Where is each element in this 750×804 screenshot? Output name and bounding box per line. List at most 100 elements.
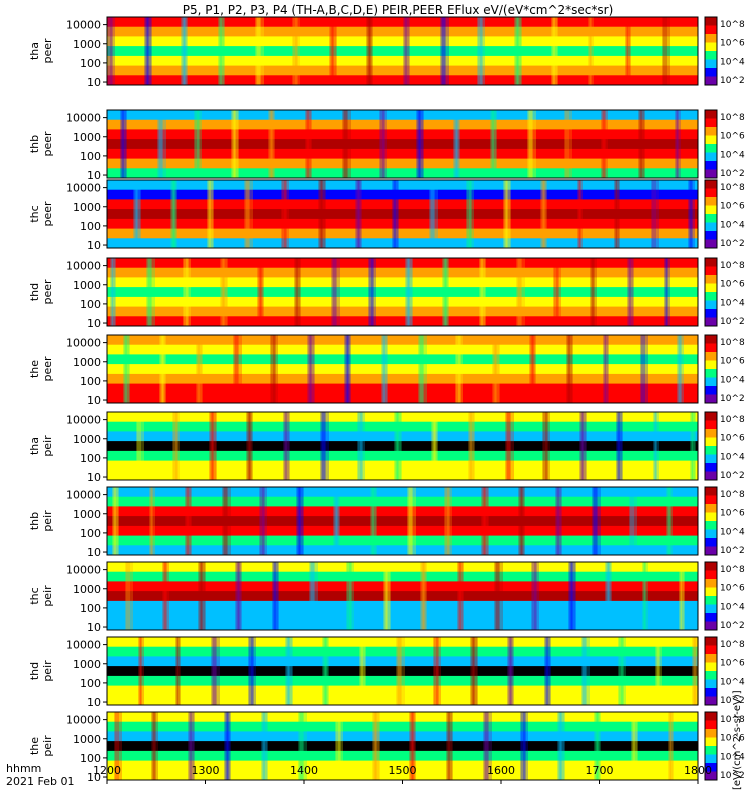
- spectrogram-texture: [615, 180, 617, 248]
- colorbar-tick-label: 10^8: [720, 715, 745, 725]
- spectrogram-texture: [582, 637, 584, 705]
- spectrogram-texture: [670, 712, 674, 780]
- spectrogram-texture: [271, 335, 275, 403]
- spectrogram-texture: [555, 487, 558, 555]
- panel-label-line: tha: [28, 42, 41, 60]
- colorbar-frame: [704, 711, 718, 781]
- spectrogram-texture: [157, 110, 162, 178]
- spectrogram-texture: [218, 17, 221, 85]
- spectrogram-texture: [668, 487, 671, 555]
- spectrogram-texture: [247, 412, 250, 480]
- spectrogram-texture: [583, 637, 587, 705]
- spectrogram-texture: [616, 412, 622, 480]
- spectrogram-texture: [433, 637, 435, 705]
- spectrogram-texture: [385, 562, 388, 630]
- panel-frame: [106, 109, 699, 179]
- colorbar-segment: [705, 662, 717, 672]
- panel-label-line: peir: [41, 435, 54, 457]
- colorbar-segment: [705, 300, 717, 310]
- spectrogram-texture: [516, 17, 519, 85]
- spectrogram-texture: [431, 412, 437, 480]
- colorbar-segment: [705, 42, 717, 52]
- spectrogram-texture: [147, 17, 152, 85]
- colorbar-segment: [705, 696, 717, 706]
- spectrogram-texture: [115, 712, 119, 780]
- spectrogram-texture: [368, 17, 373, 85]
- panel-label-line: tha: [28, 437, 41, 455]
- spectrogram-band: [107, 646, 698, 657]
- spectrogram-panel: 10 100 1000 10000 thd peir 10^8 10^6 10^4 10^2: [28, 636, 745, 709]
- spectrogram-band: [107, 168, 698, 179]
- spectrogram-band: [107, 267, 698, 278]
- spectrogram-texture: [616, 180, 620, 248]
- spectrogram-texture: [486, 712, 492, 780]
- spectrogram-texture: [481, 258, 483, 326]
- spectrogram-texture: [406, 17, 410, 85]
- spectrogram-texture: [459, 562, 461, 630]
- spectrogram-texture: [629, 258, 634, 326]
- spectrogram-texture: [507, 637, 513, 705]
- spectrogram-band: [107, 656, 698, 667]
- y-tick-label: 10: [87, 621, 101, 634]
- spectrogram-texture: [383, 562, 387, 630]
- spectrogram-texture: [568, 562, 572, 630]
- spectrogram-texture: [619, 637, 623, 705]
- spectrogram-texture: [652, 180, 656, 248]
- spectrogram-panel: 10 100 1000 10000 thd peer 10^8 10^6 10^4 10^2: [28, 257, 745, 330]
- spectrogram-texture: [435, 637, 441, 705]
- colorbar-segment: [705, 471, 717, 481]
- colorbar-tick-label: 10^6: [720, 202, 745, 212]
- spectrogram-texture: [569, 562, 575, 630]
- spectrogram-texture: [310, 335, 315, 403]
- spectrogram-texture: [236, 562, 239, 630]
- spectrogram-texture: [504, 180, 510, 248]
- spectrogram-texture: [209, 180, 211, 248]
- spectrogram-texture: [605, 335, 609, 403]
- spectrogram-texture: [584, 637, 590, 705]
- spectrogram-texture: [618, 412, 623, 480]
- spectrogram-texture: [224, 712, 230, 780]
- spectrogram-texture: [158, 110, 160, 178]
- spectrogram-texture: [336, 487, 338, 555]
- spectrogram-texture: [680, 562, 682, 630]
- spectrogram-texture: [608, 562, 610, 630]
- spectrogram-texture: [171, 180, 174, 248]
- spectrogram-texture: [122, 110, 124, 178]
- spectrogram-texture: [494, 562, 499, 630]
- x-tick-label: 1200: [93, 764, 121, 777]
- spectrogram-texture: [620, 637, 626, 705]
- spectrogram-texture: [546, 637, 548, 705]
- spectrogram-texture: [210, 412, 216, 480]
- spectrogram-texture: [430, 180, 432, 248]
- spectrogram-band: [107, 750, 698, 762]
- spectrogram-texture: [355, 180, 361, 248]
- spectrogram-texture: [134, 180, 140, 248]
- time-axis: 1200 1300 1400 1500 1600 1700 1800: [93, 764, 712, 784]
- y-tick-label: 1000: [73, 583, 101, 596]
- spectrogram-texture: [471, 637, 477, 705]
- spectrogram-texture: [123, 110, 127, 178]
- colorbar-segment: [705, 521, 717, 530]
- spectrogram-texture: [399, 637, 405, 705]
- spectrogram-band: [107, 695, 698, 706]
- x-tick-label: 1400: [290, 764, 318, 777]
- spectrogram-texture: [559, 712, 562, 780]
- spectrogram-panel: 10 100 1000 10000 tha peer 10^8 10^6 10^4 10^2: [28, 16, 745, 89]
- colorbar-segment: [705, 76, 717, 86]
- spectrogram-texture: [406, 258, 412, 326]
- panel-label-line: thc: [28, 205, 41, 222]
- spectrogram-texture: [186, 487, 191, 555]
- spectrogram-texture: [541, 180, 544, 248]
- spectrogram-texture: [371, 487, 376, 555]
- spectrogram-texture: [257, 258, 263, 326]
- spectrogram-texture: [271, 110, 273, 178]
- panel-label: thc peer: [28, 201, 54, 227]
- spectrogram-texture: [210, 180, 214, 248]
- colorbar-segment: [705, 34, 717, 43]
- spectrogram-texture: [320, 412, 325, 480]
- colorbar-segment: [705, 546, 717, 556]
- spectrogram-texture: [441, 17, 443, 85]
- spectrogram-texture: [258, 17, 264, 85]
- colorbar-tick-label: 10^8: [720, 261, 745, 271]
- spectrogram-texture: [568, 335, 570, 403]
